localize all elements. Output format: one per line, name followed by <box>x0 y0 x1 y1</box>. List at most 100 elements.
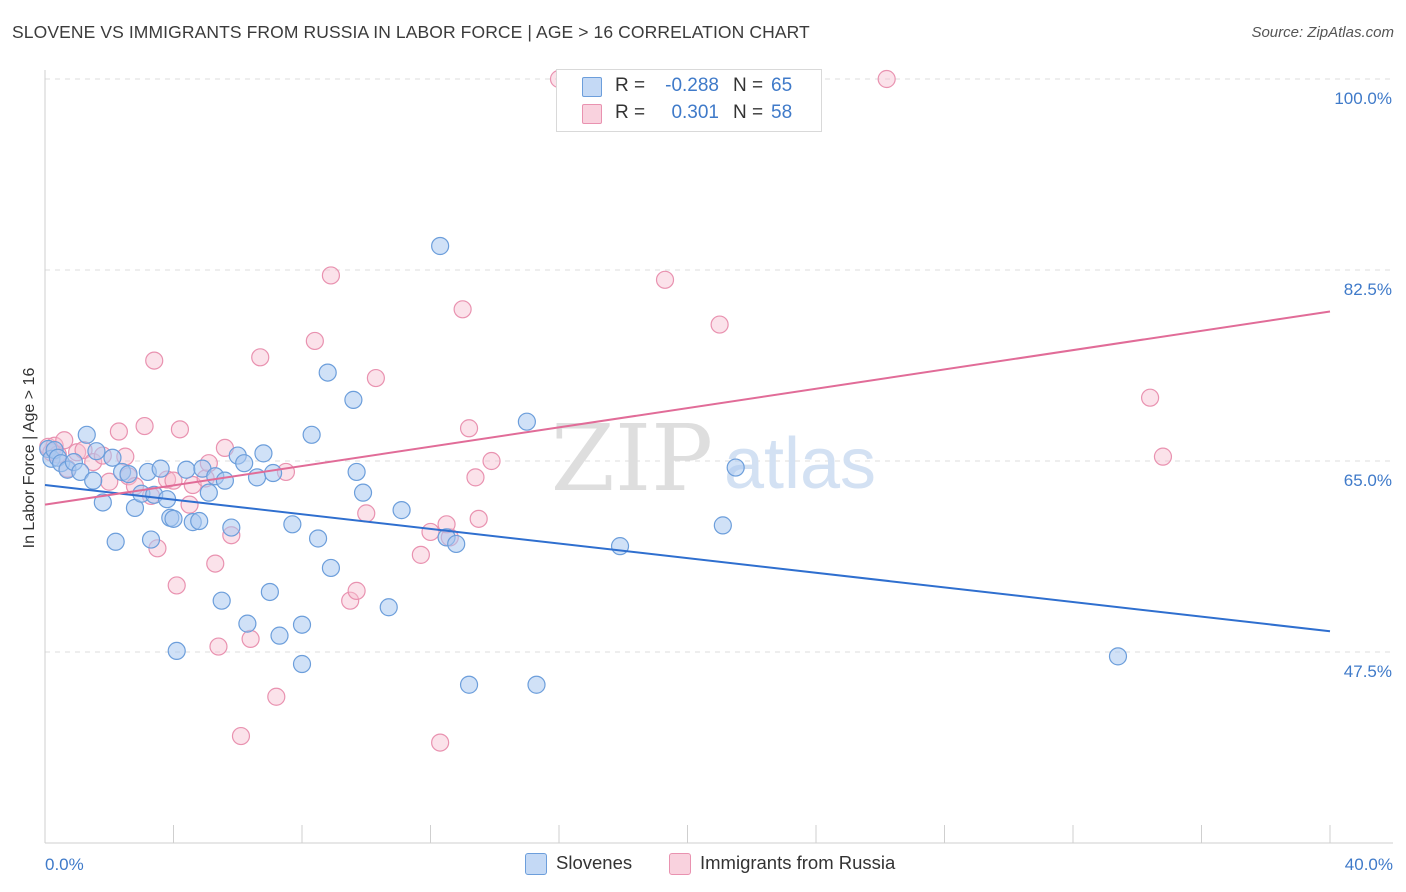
trend-line-immigrants <box>44 310 1331 506</box>
point-immigrants-from-russia <box>180 495 199 514</box>
point-slovenes <box>215 471 234 490</box>
point-immigrants-from-russia <box>109 422 128 441</box>
point-slovenes <box>283 515 302 534</box>
point-immigrants-from-russia <box>305 331 324 351</box>
point-immigrants-from-russia <box>209 637 228 656</box>
point-slovenes <box>141 530 161 549</box>
y-tick-label: 65.0% <box>1344 471 1392 490</box>
point-slovenes <box>106 532 125 551</box>
series-slovenes <box>39 236 1128 694</box>
point-slovenes <box>222 518 241 537</box>
legend: R = -0.288 N = 65 R = 0.301 N = 58 <box>556 69 822 132</box>
point-immigrants-from-russia <box>1140 388 1160 407</box>
point-immigrants-from-russia <box>341 591 360 610</box>
legend-r-label: R = <box>615 75 646 96</box>
point-slovenes <box>347 462 366 482</box>
y-tick-label: 100.0% <box>1334 89 1392 108</box>
point-immigrants-from-russia <box>231 726 251 746</box>
point-slovenes <box>199 483 218 502</box>
point-immigrants-from-russia <box>877 69 896 89</box>
y-tick-label: 47.5% <box>1344 662 1392 681</box>
watermark-atlas: atlas <box>724 424 876 504</box>
point-slovenes <box>151 459 170 478</box>
point-immigrants-from-russia <box>206 554 225 573</box>
bottom-legend-swatch-immigrants <box>669 853 691 875</box>
x-tick-labels: 0.0% 40.0% <box>45 855 1393 874</box>
point-immigrants-from-russia <box>321 266 341 285</box>
trend-line-slovenes <box>44 484 1331 633</box>
point-immigrants-from-russia <box>347 581 366 600</box>
y-tick-label: 82.5% <box>1344 280 1392 299</box>
point-slovenes <box>447 534 466 554</box>
point-slovenes <box>459 675 479 694</box>
point-immigrants-from-russia <box>466 468 485 487</box>
point-immigrants-from-russia <box>167 576 186 595</box>
point-immigrants-from-russia <box>459 419 479 438</box>
point-slovenes <box>164 509 183 528</box>
point-immigrants-from-russia <box>1153 447 1173 466</box>
point-immigrants-from-russia <box>411 545 430 564</box>
point-slovenes <box>1108 647 1128 666</box>
point-immigrants-from-russia <box>710 315 729 334</box>
legend-n-label: N = <box>733 102 764 123</box>
point-immigrants-from-russia <box>241 629 260 649</box>
point-slovenes <box>263 463 283 483</box>
point-slovenes <box>270 626 289 645</box>
point-immigrants-from-russia <box>267 687 286 706</box>
point-immigrants-from-russia <box>145 351 164 370</box>
legend-r-value: 0.301 <box>671 102 719 123</box>
bottom-legend-label-immigrants: Immigrants from Russia <box>700 852 896 873</box>
point-slovenes <box>71 462 90 482</box>
point-slovenes <box>167 641 186 661</box>
legend-row-immigrants: R = 0.301 N = 58 <box>557 100 821 126</box>
legend-n-label: N = <box>733 75 764 96</box>
point-slovenes <box>379 598 398 617</box>
point-slovenes <box>527 675 546 694</box>
point-immigrants-from-russia <box>366 368 385 388</box>
chart-title: SLOVENE VS IMMIGRANTS FROM RUSSIA IN LAB… <box>12 22 810 42</box>
legend-n-value: 65 <box>771 75 793 96</box>
legend-swatch-immigrants <box>582 104 602 124</box>
point-slovenes <box>517 412 536 431</box>
grid-lines <box>45 78 1393 653</box>
point-immigrants-from-russia <box>453 300 472 319</box>
point-slovenes <box>87 442 106 461</box>
point-slovenes <box>353 483 373 502</box>
point-slovenes <box>238 614 257 633</box>
point-slovenes <box>93 493 112 512</box>
point-immigrants-from-russia <box>469 509 488 528</box>
point-slovenes <box>77 425 96 444</box>
point-immigrants-from-russia <box>482 451 501 471</box>
point-slovenes <box>235 454 254 473</box>
point-slovenes <box>392 501 411 520</box>
legend-n-value: 58 <box>771 102 793 123</box>
legend-swatch-slovenes <box>582 77 602 97</box>
point-slovenes <box>318 363 337 382</box>
bottom-legend-swatch-slovenes <box>525 853 547 875</box>
point-immigrants-from-russia <box>421 522 440 542</box>
source-label: Source: ZipAtlas.com <box>1251 24 1394 41</box>
point-slovenes <box>190 511 209 531</box>
point-slovenes <box>212 591 231 610</box>
bottom-legend-label-slovenes: Slovenes <box>556 852 633 873</box>
point-slovenes <box>177 460 196 479</box>
point-immigrants-from-russia <box>655 270 675 289</box>
legend-r-value: -0.288 <box>665 75 719 96</box>
point-immigrants-from-russia <box>170 420 190 439</box>
y-tick-labels: 47.5% 65.0% 82.5% 100.0% <box>1334 89 1392 681</box>
legend-r-label: R = <box>615 102 646 123</box>
point-slovenes <box>302 425 321 444</box>
point-slovenes <box>292 654 312 674</box>
point-slovenes <box>431 236 450 256</box>
trend-lines <box>44 310 1331 633</box>
point-slovenes <box>344 390 363 409</box>
point-slovenes <box>713 516 732 535</box>
legend-row-slovenes: R = -0.288 N = 65 <box>557 73 821 99</box>
point-slovenes <box>726 458 745 477</box>
point-immigrants-from-russia <box>251 348 270 367</box>
point-slovenes <box>254 444 273 463</box>
point-immigrants-from-russia <box>431 733 450 752</box>
x-tick-label: 40.0% <box>1345 855 1393 874</box>
point-immigrants-from-russia <box>357 504 376 523</box>
point-slovenes <box>260 582 279 602</box>
